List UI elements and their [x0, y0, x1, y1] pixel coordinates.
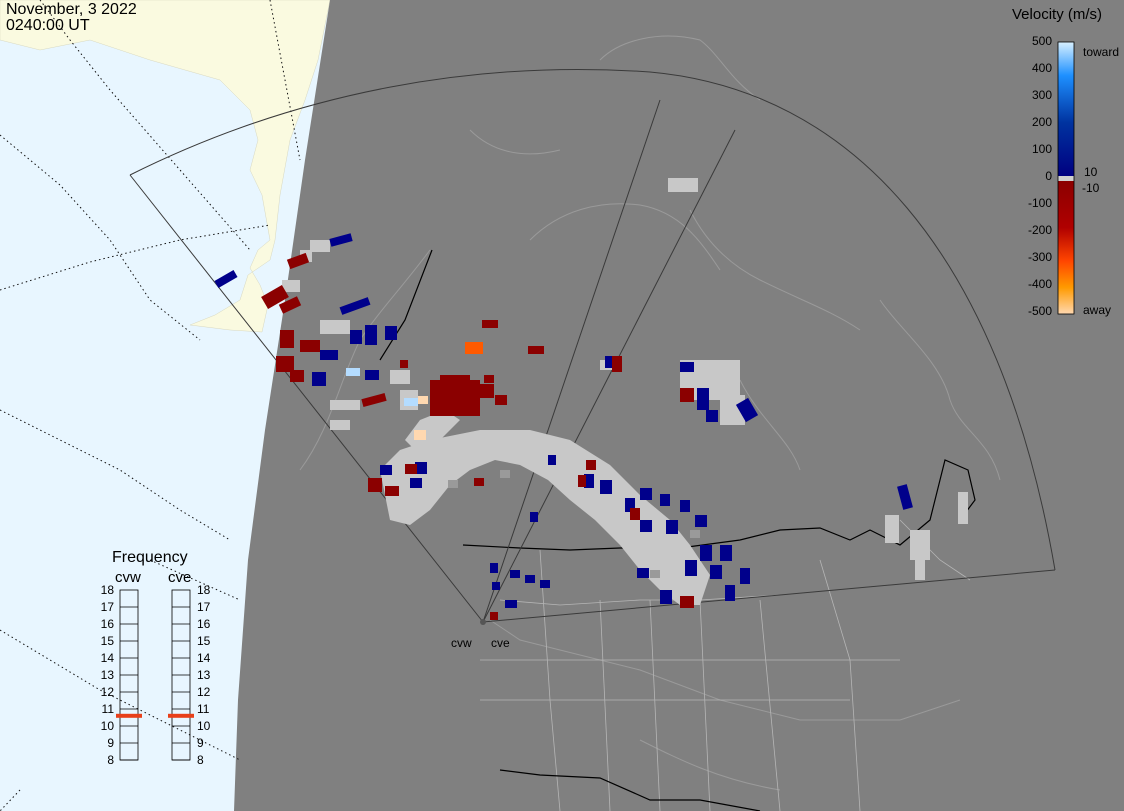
frequency-scale-label: 8	[107, 753, 114, 767]
legend-tick-label: -400	[1027, 277, 1052, 291]
legend-tick-label: 100	[1031, 142, 1052, 156]
frequency-title: Frequency	[112, 549, 188, 566]
frequency-radar-label-cvw: cvw	[115, 569, 141, 586]
ground-scatter-dark	[448, 470, 700, 578]
frequency-scale-label: 11	[101, 702, 114, 716]
legend-tick-label: -500	[1027, 304, 1052, 318]
frequency-scale-label: 11	[197, 702, 210, 716]
frequency-scale-label: 8	[197, 753, 204, 767]
frequency-scale-label: 10	[197, 719, 211, 733]
frequency-scale-label: 16	[197, 617, 211, 631]
velocity-colorbar	[1057, 41, 1075, 315]
legend-inner-pos: 10	[1084, 165, 1098, 179]
frequency-scale-label: 13	[100, 668, 114, 682]
legend-tick-label: 400	[1031, 61, 1052, 75]
legend-tick-label: -300	[1027, 250, 1052, 264]
legend-tick-label: 300	[1031, 88, 1052, 102]
frequency-scale-label: 14	[197, 651, 211, 665]
frequency-scale-label: 10	[100, 719, 114, 733]
velocity-toward	[214, 233, 913, 608]
legend-tick-label: -100	[1027, 196, 1052, 210]
frequency-scale-label: 17	[197, 600, 211, 614]
cve-frequency-marker	[168, 713, 194, 718]
fov-outline	[129, 68, 1056, 623]
mexico-border	[499, 769, 761, 811]
legend-tick-label: -200	[1027, 223, 1052, 237]
graticule	[0, 0, 301, 811]
borders	[480, 519, 971, 811]
legend-tick-label: 0	[1045, 169, 1052, 183]
legend-away-label: away	[1083, 303, 1112, 317]
frequency-gauge-ticks	[120, 606, 190, 761]
frequency-scale-label: 18	[100, 583, 114, 597]
frequency-scale-label: 9	[197, 736, 204, 750]
cvw-frequency-marker	[116, 713, 142, 718]
radar-site-marker	[480, 619, 486, 625]
frequency-scale-label: 14	[100, 651, 114, 665]
velocity-toward-fast	[346, 368, 418, 406]
night-mask	[234, 0, 1124, 811]
frequency-scale-label: 15	[197, 634, 211, 648]
velocity-away-fast	[465, 342, 483, 354]
velocity-away	[261, 252, 694, 620]
radar-label-cvw: cvw	[451, 636, 472, 650]
frequency-scale-label: 17	[100, 600, 114, 614]
frequency-scale-label: 13	[197, 668, 211, 682]
map-date: November, 3 2022	[6, 1, 137, 18]
frequency-scale-label: 12	[100, 685, 114, 699]
legend-tick-label: 500	[1031, 34, 1052, 48]
frequency-scale-label: 15	[100, 634, 114, 648]
frequency-scale-label: 16	[100, 617, 114, 631]
velocity-away-peach	[414, 430, 426, 440]
map-time: 0240:00 UT	[6, 17, 90, 34]
radar-label-cve: cve	[491, 636, 510, 650]
velocity-away-peach-2	[418, 396, 428, 404]
canada-us-border	[462, 459, 976, 551]
alaska-border	[379, 249, 433, 361]
frequency-scale-label: 9	[107, 736, 114, 750]
legend-tick-label: 200	[1031, 115, 1052, 129]
frequency-scale-label: 18	[197, 583, 211, 597]
legend-toward-label: toward	[1083, 45, 1120, 59]
coastlines	[299, 35, 1001, 791]
frequency-radar-label-cve: cve	[168, 569, 192, 586]
legend-inner-neg: -10	[1082, 181, 1100, 195]
legend-title: Velocity (m/s)	[1012, 6, 1103, 23]
frequency-scale-label: 12	[197, 685, 211, 699]
